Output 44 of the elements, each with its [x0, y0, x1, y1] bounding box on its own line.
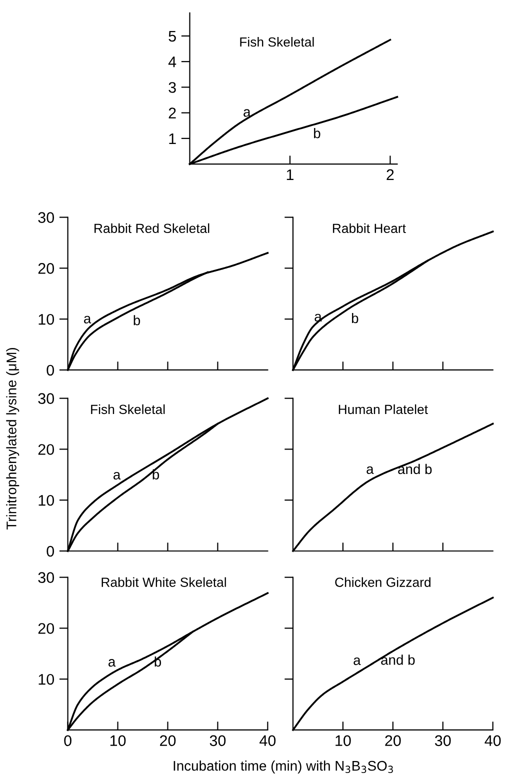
annotation: b — [352, 312, 358, 324]
y-tick-label: 10 — [38, 314, 54, 325]
y-tick-label: 10 — [38, 674, 54, 685]
x-tick-label: 40 — [260, 735, 276, 746]
y-tick-label: 4 — [168, 56, 176, 68]
x-tick-label: 20 — [385, 735, 401, 746]
chart-title: Fish Skeletal — [91, 404, 165, 414]
y-tick-label: 30 — [38, 393, 54, 404]
y-tick-label: 20 — [38, 623, 54, 634]
y-tick-label: 20 — [38, 263, 54, 274]
chart-title: Rabbit Red Skeletal — [94, 223, 210, 234]
x-tick-label: 40 — [484, 735, 501, 746]
x-tick-label: 10 — [336, 735, 351, 746]
x-tick-label: 30 — [434, 735, 451, 746]
y-axis-title: Trinitrophenylated lysine (μM) — [6, 348, 20, 530]
y-tick-label: 2 — [168, 108, 176, 118]
annotation: and b — [381, 654, 415, 665]
y-tick-label: 3 — [168, 82, 176, 93]
annotation: b — [134, 315, 140, 326]
y-tick-label: 0 — [46, 546, 54, 557]
text: Fish Skeletal — [240, 36, 314, 47]
annotation: b — [314, 128, 320, 138]
x-tick-label: 10 — [110, 735, 126, 746]
x-tick-label: 30 — [210, 735, 226, 746]
annotation: a — [108, 659, 116, 667]
chart-title: Rabbit Heart — [332, 223, 406, 234]
y-tick-label: 5 — [168, 30, 176, 42]
annotation: a — [114, 472, 121, 480]
y-tick-label: 0 — [46, 364, 54, 376]
x-axis-title: Incubation time (min) with N$_{3}$B$_{3}$SO$_{3}$ — [174, 760, 393, 774]
chart-title: Chicken Gizzard — [335, 577, 430, 587]
annotation: a — [84, 316, 92, 324]
annotation: and b — [398, 464, 432, 474]
chart-title: Rabbit White Skeletal — [102, 577, 226, 587]
chart-title: Human Platelet — [338, 404, 428, 414]
y-tick-label: 30 — [38, 212, 54, 223]
annotation: a — [244, 109, 251, 117]
y-tick-label: 1 — [169, 133, 176, 144]
annotation: a — [354, 657, 361, 666]
annotation: a — [366, 466, 374, 474]
y-tick-label: 10 — [38, 494, 54, 506]
y-tick-label: 30 — [38, 572, 54, 583]
y-tick-label: 20 — [38, 444, 54, 455]
x-tick-label: 0 — [64, 735, 72, 746]
